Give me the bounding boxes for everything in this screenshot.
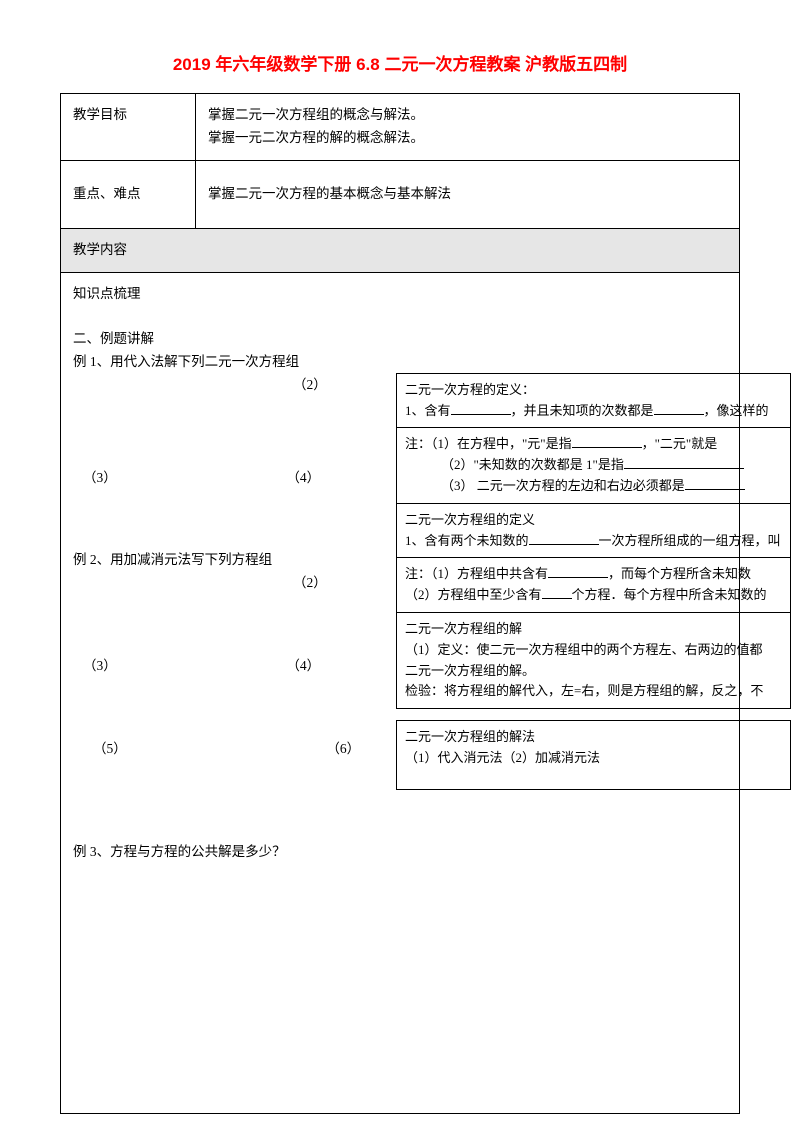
box-note-2: 注：（1）方程组中共含有 ，而每个方程所含未知数 （2）方程组中至少含有 个方程．每… <box>396 557 791 613</box>
blank <box>548 566 608 579</box>
box-solution: 二元一次方程组的解 （1）定义：使二元一次方程组中的两个方程左、右两边的值都 二… <box>396 612 791 709</box>
left-column: 知识点梳理 二、例题讲解 例 1、用代入法解下列二元一次方程组 （2） （3） … <box>73 283 393 864</box>
b5-t1: 二元一次方程组的解 <box>405 621 522 636</box>
b3-t2a: 1、含有两个未知数的 <box>405 533 529 548</box>
b2-t3: （3） 二元一次方程的左边和右边必须都是 <box>441 478 685 493</box>
page: 2019 年六年级数学下册 6.8 二元一次方程教案 沪教版五四制 教学目标 掌… <box>0 0 800 1132</box>
knowledge-label: 知识点梳理 <box>73 283 393 306</box>
blank <box>685 477 745 490</box>
b1-t2b: ，并且未知项的次数都是 <box>511 403 654 418</box>
goal-line-2: 掌握一元二次方程的解的概念解法。 <box>208 130 424 145</box>
b4-t1b: ，而每个方程所含未知数 <box>608 566 751 581</box>
b6-t1: 二元一次方程组的解法 <box>405 729 535 744</box>
item-5: （5） <box>93 738 323 761</box>
blank <box>451 402 511 415</box>
goal-line-1: 掌握二元一次方程组的概念与解法。 <box>208 107 424 122</box>
items-3-4b: （3） （4） <box>73 655 393 678</box>
difficulty-text: 掌握二元一次方程的基本概念与基本解法 <box>196 160 740 228</box>
b4-t1a: 注：（1）方程组中共含有 <box>405 566 548 581</box>
b1-t1: 二元一次方程的定义： <box>405 382 535 397</box>
content-header: 教学内容 <box>61 228 740 272</box>
blank <box>572 436 642 449</box>
blank <box>624 456 744 469</box>
b2-t2: （2）"未知数的次数都是 1"是指 <box>441 457 624 472</box>
b5-t4: 检验：将方程组的解代入，左=右，则是方程组的解，反之，不 <box>405 683 763 698</box>
lesson-table: 教学目标 掌握二元一次方程组的概念与解法。 掌握一元二次方程的解的概念解法。 重… <box>60 93 740 1114</box>
box-method: 二元一次方程组的解法 （1）代入消元法（2）加减消元法 <box>396 720 791 790</box>
blank <box>542 586 572 599</box>
goal-text: 掌握二元一次方程组的概念与解法。 掌握一元二次方程的解的概念解法。 <box>196 94 740 161</box>
item-6: （6） <box>326 741 360 756</box>
b5-t3: 二元一次方程组的解。 <box>405 663 535 678</box>
difficulty-label: 重点、难点 <box>61 160 196 228</box>
box-group-def: 二元一次方程组的定义 1、含有两个未知数的 一次方程所组成的一组方程，叫 <box>396 503 791 559</box>
b3-t1: 二元一次方程组的定义 <box>405 512 535 527</box>
example-3: 例 3、方程与方程的公共解是多少？ <box>73 841 393 864</box>
items-3-4: （3） （4） <box>73 467 393 490</box>
b2-t1a: 注：（1）在方程中，"元"是指 <box>405 436 572 451</box>
content-body: 知识点梳理 二、例题讲解 例 1、用代入法解下列二元一次方程组 （2） （3） … <box>61 272 740 1113</box>
b1-t2a: 1、含有 <box>405 403 451 418</box>
b4-t2a: （2）方程组中至少含有 <box>405 587 542 602</box>
b1-t2c: ，像这样的 <box>704 403 769 418</box>
goal-label: 教学目标 <box>61 94 196 161</box>
example-1: 例 1、用代入法解下列二元一次方程组 <box>73 351 393 374</box>
blank <box>529 532 599 545</box>
blank <box>654 402 704 415</box>
right-boxes: 二元一次方程的定义： 1、含有 ，并且未知项的次数都是 ，像这样的 注：（1）在方程… <box>396 373 791 789</box>
item-3: （3） <box>83 467 283 490</box>
box-note-1: 注：（1）在方程中，"元"是指 ，"二元"就是 （2）"未知数的次数都是 1"是指… <box>396 427 791 503</box>
item-2: （2） <box>293 374 393 397</box>
items-5-6: （5） （6） <box>73 738 393 761</box>
b6-t2: （1）代入消元法（2）加减消元法 <box>405 750 600 765</box>
b2-t1b: ，"二元"就是 <box>642 436 718 451</box>
b3-t2b: 一次方程所组成的一组方程，叫 <box>599 533 781 548</box>
item-2b: （2） <box>293 572 393 595</box>
box-definition: 二元一次方程的定义： 1、含有 ，并且未知项的次数都是 ，像这样的 <box>396 373 791 429</box>
section-2-label: 二、例题讲解 <box>73 328 393 351</box>
item-4: （4） <box>286 467 320 490</box>
item-4b: （4） <box>286 655 320 678</box>
b5-t2: （1）定义：使二元一次方程组中的两个方程左、右两边的值都 <box>405 642 763 657</box>
item-3b: （3） <box>83 655 283 678</box>
b4-t2b: 个方程．每个方程中所含未知数的 <box>572 587 767 602</box>
example-2: 例 2、用加减消元法写下列方程组 <box>73 549 393 572</box>
document-title: 2019 年六年级数学下册 6.8 二元一次方程教案 沪教版五四制 <box>60 50 740 75</box>
